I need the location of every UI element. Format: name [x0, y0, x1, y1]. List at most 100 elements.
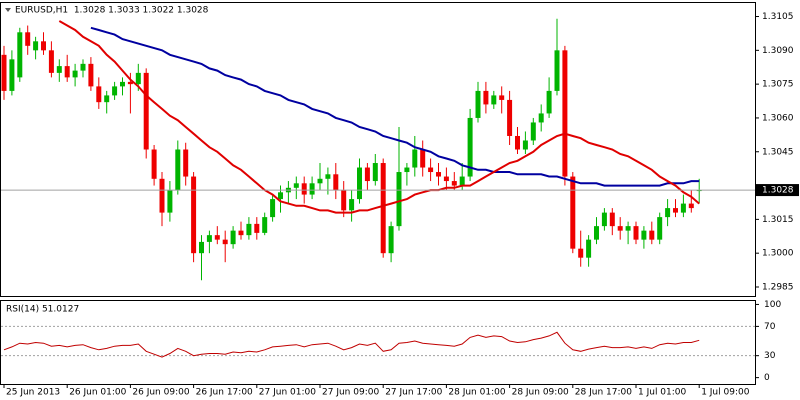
candle-body — [483, 90, 489, 105]
candle-body — [641, 230, 647, 240]
candle-body — [167, 190, 173, 213]
candle-body — [1, 54, 7, 91]
candle-body — [586, 239, 592, 258]
candle-body — [467, 117, 473, 177]
candle-body — [578, 248, 584, 258]
candle-body — [317, 178, 323, 184]
candle-body — [357, 167, 362, 200]
candle-body — [301, 183, 307, 195]
y-tick-label: 1.3060 — [762, 113, 794, 123]
candle-body — [112, 86, 118, 96]
x-tick-label: 26 Jun 17:00 — [196, 388, 253, 398]
rsi-title: RSI(14) 51.0127 — [6, 305, 79, 315]
candle-body — [80, 63, 86, 71]
candle-body — [594, 226, 599, 240]
candle-body — [420, 149, 426, 168]
menu-triangle[interactable] — [5, 8, 11, 12]
rsi-line — [3, 331, 700, 358]
candle-body — [246, 223, 252, 236]
candle-body — [443, 176, 449, 182]
candle-body — [459, 176, 465, 186]
candle-body — [25, 32, 31, 46]
candle-body — [491, 95, 497, 105]
main-panel-frame — [0, 2, 756, 297]
candle-body — [293, 183, 299, 188]
candle-body — [206, 235, 212, 242]
candle-body — [238, 230, 244, 236]
candle-body — [601, 212, 607, 227]
candle-body — [214, 235, 220, 240]
candle-body — [530, 122, 536, 141]
candle-body — [625, 226, 631, 231]
candle-body — [396, 172, 402, 227]
x-tick-label: 26 Jun 01:00 — [69, 388, 126, 398]
candle-body — [222, 239, 228, 245]
x-tick-label: 28 Jun 01:00 — [448, 388, 505, 398]
x-tick-label: 1 Jul 09:00 — [701, 388, 750, 398]
candle-body — [151, 149, 157, 179]
y-tick-label: 1.3000 — [762, 249, 794, 259]
candle-body — [609, 212, 615, 227]
candle-body — [633, 226, 639, 240]
x-tick-label: 27 Jun 17:00 — [385, 388, 442, 398]
candle-body — [120, 81, 125, 87]
candle-body — [127, 81, 133, 85]
candle-body — [499, 95, 505, 100]
candle-body — [570, 176, 576, 249]
y-tick-label: 1.3105 — [762, 12, 794, 22]
candle-body — [191, 176, 197, 254]
rsi-panel-frame — [0, 300, 756, 385]
candle-body — [88, 63, 94, 87]
candle-body — [159, 178, 165, 213]
candle-body — [135, 72, 141, 85]
candle-body — [104, 95, 110, 103]
candle-body — [270, 199, 276, 218]
candle-body — [199, 241, 204, 254]
candle-body — [554, 50, 560, 91]
candle-body — [48, 50, 54, 73]
chart-title: EURUSD,H1 1.3028 1.3033 1.3022 1.3028 — [15, 6, 209, 16]
candle-body — [143, 72, 149, 150]
candle-body — [183, 149, 189, 177]
rsi-y-tick-label: 100 — [764, 300, 781, 310]
candle-body — [546, 90, 552, 114]
candle-body — [33, 41, 39, 51]
candle-body — [515, 135, 520, 150]
candle-body — [325, 174, 331, 179]
current-price-box — [756, 184, 799, 197]
candle-body — [41, 41, 46, 51]
candle-body — [665, 208, 671, 218]
candle-body — [230, 230, 236, 245]
rsi-y-tick-label: 30 — [764, 351, 776, 361]
y-tick-label: 1.3090 — [762, 46, 794, 56]
candle-body — [17, 32, 23, 78]
candle-body — [380, 163, 386, 254]
candle-body — [451, 181, 457, 186]
candle-body — [522, 140, 528, 150]
candle-body — [404, 167, 410, 173]
candle-body — [333, 174, 339, 191]
current-price-label: 1.3028 — [762, 186, 794, 196]
y-tick-label: 1.3075 — [762, 80, 794, 90]
candle-body — [278, 192, 283, 200]
candle-body — [507, 99, 513, 136]
candle-body — [538, 113, 544, 123]
candle-body — [9, 59, 15, 91]
rsi-y-tick-label: 70 — [764, 322, 776, 332]
candle-body — [64, 66, 70, 78]
candle-body — [688, 203, 694, 209]
moving-average-line — [58, 20, 700, 214]
x-tick-label: 28 Jun 17:00 — [575, 388, 632, 398]
candle-body — [388, 226, 394, 254]
candle-body — [341, 190, 347, 211]
x-tick-label: 1 Jul 01:00 — [638, 388, 687, 398]
rsi-y-tick-label: 0 — [764, 373, 770, 383]
candle-body — [72, 70, 78, 78]
candle-body — [673, 208, 678, 213]
candle-body — [562, 50, 568, 177]
x-tick-label: 28 Jun 09:00 — [512, 388, 569, 398]
candle-body — [436, 172, 441, 177]
candle-body — [349, 199, 355, 211]
y-tick-label: 1.3045 — [762, 147, 794, 157]
